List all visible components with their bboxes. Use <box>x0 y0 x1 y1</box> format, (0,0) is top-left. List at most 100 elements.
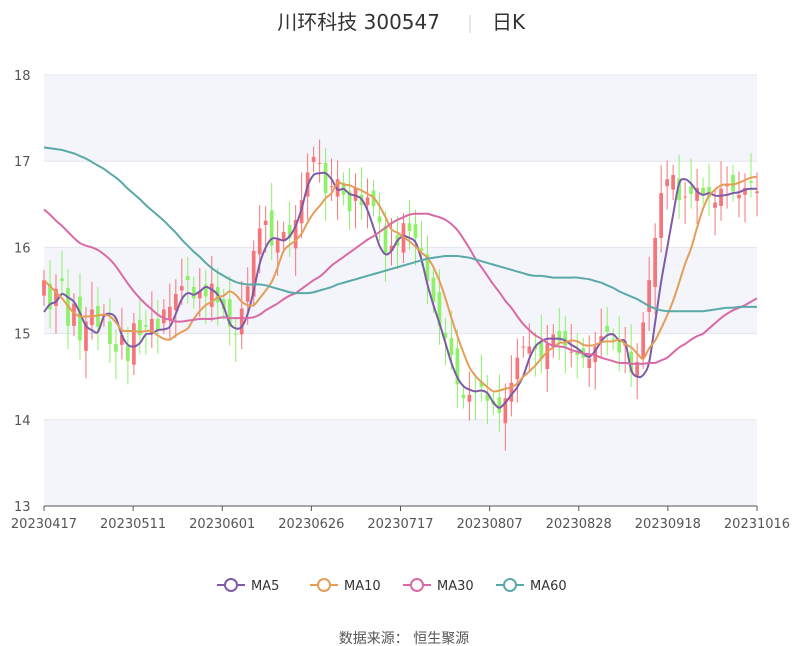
ma-line-ma5 <box>43 171 758 409</box>
candle-body <box>161 309 166 324</box>
x-tick-label: 20231016 <box>724 517 790 532</box>
legend-marker-ma10 <box>317 578 331 592</box>
candle-body <box>521 346 526 348</box>
candle-body <box>114 343 118 352</box>
data-source: 数据来源： 恒生聚源 <box>339 631 469 646</box>
y-tick-label: 15 <box>14 328 31 343</box>
candle-body <box>239 308 244 335</box>
candle-body <box>689 186 693 194</box>
candle-body <box>695 187 699 201</box>
candle-body <box>209 283 214 307</box>
y-axis-ticks: 13 14 15 16 17 18 <box>14 69 31 515</box>
candle-body <box>179 286 184 291</box>
candle-body <box>257 228 262 255</box>
candle-body <box>78 296 82 341</box>
x-tick-label: 20230717 <box>367 517 433 532</box>
x-axis: 20230417 20230511 20230601 20230626 20230717… <box>11 505 790 532</box>
candle-body <box>449 337 454 356</box>
candle-body <box>317 162 322 164</box>
candle-body <box>503 398 508 424</box>
candle-body <box>149 318 154 334</box>
candle-body <box>575 351 580 356</box>
candle-body <box>389 245 394 251</box>
candle-body <box>557 331 562 342</box>
candle-body <box>281 231 286 240</box>
candle-body <box>545 343 550 369</box>
candle-body <box>221 299 226 310</box>
candle-body <box>197 291 202 299</box>
candle-body <box>743 187 747 195</box>
candle-body <box>335 179 340 197</box>
background-bands <box>44 75 757 506</box>
candle-body <box>60 278 64 282</box>
candle-body <box>677 178 681 200</box>
legend-marker-ma5 <box>224 578 238 592</box>
candle-body <box>143 324 148 327</box>
candle-body <box>485 393 490 401</box>
candle-body <box>461 394 466 399</box>
candle-body <box>683 196 687 198</box>
candle-body <box>263 220 268 225</box>
candle-body <box>731 174 735 192</box>
y-tick-label: 13 <box>14 500 31 515</box>
candle-body <box>185 275 190 281</box>
ma-line-ma60 <box>43 146 757 313</box>
candle-body <box>407 223 412 232</box>
candle-body <box>599 336 604 344</box>
x-tick-label: 20230807 <box>457 517 523 532</box>
candle-body <box>84 321 88 351</box>
candle-body <box>515 357 520 380</box>
y-tick-label: 14 <box>14 414 31 429</box>
candle-body <box>527 346 532 354</box>
candle-body <box>671 174 675 190</box>
candle-body <box>126 345 130 362</box>
y-tick-label: 17 <box>14 155 31 170</box>
candle-body <box>719 188 723 207</box>
candle-body <box>605 325 610 332</box>
candle-body <box>365 197 370 206</box>
candle-body <box>419 248 424 251</box>
legend-marker-ma60 <box>503 578 517 592</box>
x-tick-label: 20230626 <box>278 517 344 532</box>
candle-body <box>569 351 574 353</box>
candle-body <box>54 288 58 307</box>
candle-body <box>108 321 112 344</box>
candle-body <box>120 335 124 345</box>
candle-body <box>617 339 622 353</box>
chart-title: 川环科技 300547 <box>277 10 440 34</box>
candle-body <box>563 331 568 346</box>
legend: MA5 MA10 MA30 MA60 <box>217 578 567 594</box>
legend-label-ma10: MA10 <box>344 579 381 594</box>
candle-body <box>755 191 759 194</box>
candle-body <box>509 382 514 402</box>
candle-body <box>443 332 448 338</box>
candle-body <box>713 202 717 208</box>
y-tick-label: 18 <box>14 69 31 84</box>
moving-average-lines <box>43 146 758 409</box>
candle-body <box>725 185 729 187</box>
candle-body <box>413 224 418 238</box>
candle-body <box>479 381 484 388</box>
candle-body <box>245 286 250 302</box>
candle-body <box>665 179 669 187</box>
candle-body <box>167 306 172 320</box>
candle-body <box>539 342 544 359</box>
candle-body <box>497 397 502 413</box>
x-tick-label: 20230511 <box>100 517 166 532</box>
candle-body <box>455 348 460 385</box>
candle-body <box>203 284 208 297</box>
candle-body <box>737 194 741 199</box>
candle-body <box>437 292 442 326</box>
candle-body <box>611 338 616 340</box>
candle-body <box>701 187 705 194</box>
ma-line-ma30 <box>43 208 758 365</box>
legend-marker-ma30 <box>410 578 424 592</box>
x-tick-label: 20230828 <box>546 517 612 532</box>
candle-body <box>132 323 136 365</box>
candle-body <box>659 193 663 238</box>
candle-body <box>138 319 142 336</box>
candle-body <box>629 351 634 373</box>
legend-label-ma5: MA5 <box>251 579 279 594</box>
